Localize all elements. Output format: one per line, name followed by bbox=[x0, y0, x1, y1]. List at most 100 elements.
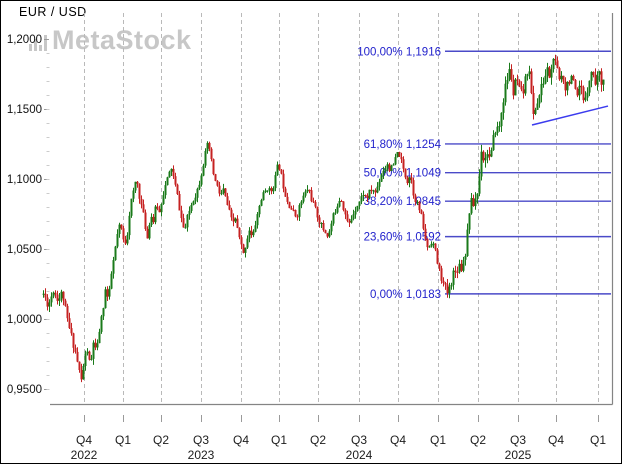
x-axis-year-label: 2025 bbox=[505, 448, 532, 462]
y-axis-label: 1,0000 bbox=[7, 314, 42, 326]
candle-body bbox=[312, 201, 315, 203]
candle-body bbox=[298, 205, 301, 217]
x-axis-quarter-label: Q1 bbox=[590, 433, 606, 447]
candle-body bbox=[562, 75, 565, 82]
x-axis-quarter-label: Q2 bbox=[470, 433, 486, 447]
candle-body bbox=[446, 284, 449, 294]
candle-body bbox=[94, 342, 97, 348]
x-axis-quarter-label: Q4 bbox=[548, 433, 564, 447]
candle-body bbox=[150, 216, 153, 225]
candle-body bbox=[494, 132, 497, 135]
candle-body bbox=[506, 79, 509, 84]
candle-body bbox=[422, 213, 425, 229]
candle-body bbox=[208, 142, 211, 149]
candle-body bbox=[598, 71, 601, 75]
candle-body bbox=[432, 243, 435, 245]
candle-body bbox=[154, 206, 157, 223]
candle-body bbox=[538, 95, 541, 104]
candle-body bbox=[96, 343, 99, 348]
x-axis-quarter-label: Q2 bbox=[153, 433, 169, 447]
candle-body bbox=[300, 201, 303, 206]
candle-body bbox=[256, 214, 259, 226]
candle-body bbox=[558, 68, 561, 80]
candle-body bbox=[290, 208, 293, 210]
candle-body bbox=[406, 177, 409, 184]
candle-body bbox=[414, 195, 417, 202]
candle-body bbox=[60, 291, 63, 299]
candle-body bbox=[380, 174, 383, 182]
candle-body bbox=[228, 205, 231, 210]
candle-body bbox=[204, 151, 207, 166]
candle-body bbox=[560, 75, 563, 80]
candle-body bbox=[450, 284, 453, 287]
candle-body bbox=[576, 88, 579, 96]
candle-body bbox=[170, 168, 173, 172]
candle-body bbox=[274, 175, 277, 189]
candle-body bbox=[412, 180, 415, 196]
x-axis-year-label: 2022 bbox=[71, 448, 98, 462]
candle-body bbox=[368, 189, 371, 198]
candle-body bbox=[502, 102, 505, 113]
candle-body bbox=[152, 216, 155, 223]
candle-body bbox=[314, 202, 317, 207]
x-axis-quarter-label: Q2 bbox=[310, 433, 326, 447]
candle-body bbox=[322, 223, 325, 231]
candle-body bbox=[426, 238, 429, 248]
candle-body bbox=[188, 210, 191, 215]
candle-body bbox=[588, 80, 591, 93]
candle-body bbox=[68, 318, 71, 329]
candle-body bbox=[384, 167, 387, 171]
candle-body bbox=[84, 353, 87, 366]
candle-body bbox=[600, 71, 603, 85]
candle-body bbox=[198, 184, 201, 189]
candle-body bbox=[514, 79, 517, 96]
fibonacci-level-label: 0,00% 1,0183 bbox=[370, 289, 441, 301]
candle-body bbox=[504, 83, 507, 103]
candle-body bbox=[402, 159, 405, 169]
fibonacci-level-label: 100,00% 1,1916 bbox=[357, 46, 441, 58]
candle-body bbox=[342, 201, 345, 210]
candle-body bbox=[542, 83, 545, 85]
candle-body bbox=[456, 272, 459, 273]
y-axis-label: 1,0500 bbox=[7, 244, 42, 256]
candle-body bbox=[174, 176, 177, 185]
x-axis-quarter-label: Q1 bbox=[430, 433, 446, 447]
candle-body bbox=[512, 79, 515, 96]
candle-body bbox=[92, 342, 95, 359]
candle-body bbox=[326, 233, 329, 237]
candle-body bbox=[436, 249, 439, 264]
candle-body bbox=[428, 246, 431, 248]
fibonacci-level-label: 38,20% 1,0845 bbox=[364, 196, 441, 208]
y-axis-label: 1,2000 bbox=[7, 34, 42, 46]
candle-body bbox=[102, 308, 105, 317]
candle-body bbox=[74, 347, 77, 352]
candle-body bbox=[526, 74, 529, 77]
candle-body bbox=[484, 157, 487, 161]
candle-body bbox=[156, 206, 159, 209]
candle-body bbox=[90, 358, 93, 360]
candle-body bbox=[272, 188, 275, 192]
candle-body bbox=[336, 206, 339, 213]
candle-body bbox=[260, 200, 263, 206]
candles-layer bbox=[42, 54, 605, 383]
candle-body bbox=[86, 351, 89, 354]
candle-body bbox=[476, 193, 479, 199]
candle-body bbox=[230, 209, 233, 218]
candle-body bbox=[100, 316, 103, 332]
candle-body bbox=[372, 190, 375, 192]
candle-body bbox=[524, 76, 527, 94]
candle-body bbox=[532, 93, 535, 114]
candle-body bbox=[172, 168, 175, 177]
candle-body bbox=[478, 176, 481, 194]
candle-body bbox=[346, 214, 349, 221]
candle-body bbox=[212, 159, 215, 175]
candle-body bbox=[482, 151, 485, 161]
candle-body bbox=[82, 366, 85, 380]
candle-body bbox=[282, 173, 285, 189]
trendline bbox=[531, 105, 609, 126]
candle-body bbox=[264, 190, 267, 193]
candle-body bbox=[564, 81, 567, 91]
candle-body bbox=[586, 92, 589, 98]
candle-body bbox=[54, 292, 57, 295]
